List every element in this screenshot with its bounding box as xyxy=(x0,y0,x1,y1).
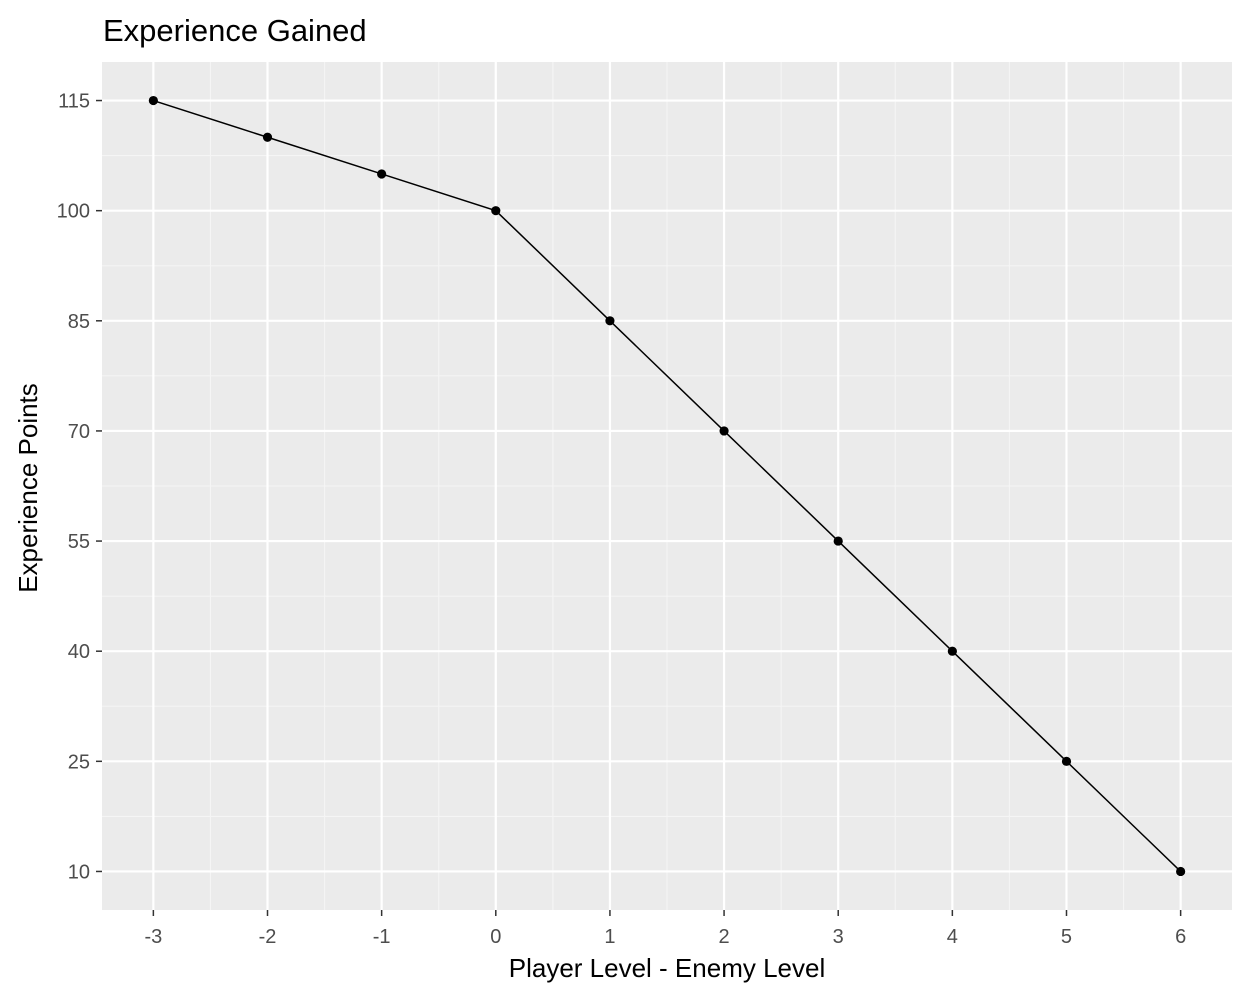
data-point xyxy=(1176,866,1186,877)
y-axis-title: Experience Points xyxy=(13,383,43,593)
y-tick-label: 70 xyxy=(68,421,90,443)
x-axis: -3 -2 -1 0 1 2 3 4 5 6 xyxy=(144,910,1186,948)
x-tick-label: -3 xyxy=(144,926,162,948)
y-tick-label: 55 xyxy=(68,531,90,553)
y-tick-label: 25 xyxy=(68,751,90,773)
series-line xyxy=(153,99,1182,872)
y-tick-label: 10 xyxy=(68,861,90,883)
x-tick-label: -1 xyxy=(373,926,391,948)
y-axis: 10 25 40 55 70 85 100 115 xyxy=(57,91,102,883)
y-tick-label: 40 xyxy=(68,641,90,663)
series-layer xyxy=(148,95,1186,877)
x-axis-title: Player Level - Enemy Level xyxy=(509,953,825,983)
data-point xyxy=(377,169,387,179)
y-tick-label: 100 xyxy=(57,201,90,223)
x-tick-label: 5 xyxy=(1061,926,1072,948)
x-tick-label: -2 xyxy=(259,926,277,948)
x-tick-label: 6 xyxy=(1175,926,1186,948)
x-tick-label: 2 xyxy=(719,926,730,948)
grid-major xyxy=(102,62,1232,910)
y-tick-label: 85 xyxy=(68,311,90,333)
x-tick-label: 1 xyxy=(604,926,615,948)
data-point xyxy=(148,95,158,106)
x-tick-label: 0 xyxy=(490,926,501,948)
x-tick-label: 3 xyxy=(833,926,844,948)
data-point xyxy=(262,132,273,142)
data-point xyxy=(947,646,957,656)
data-point xyxy=(719,426,729,436)
data-point xyxy=(1061,756,1072,766)
x-tick-label: 4 xyxy=(947,926,958,948)
data-point xyxy=(491,206,501,216)
chart-title: Experience Gained xyxy=(103,13,367,48)
data-point xyxy=(833,536,843,546)
y-tick-label: 115 xyxy=(58,91,90,113)
data-point xyxy=(605,316,615,326)
